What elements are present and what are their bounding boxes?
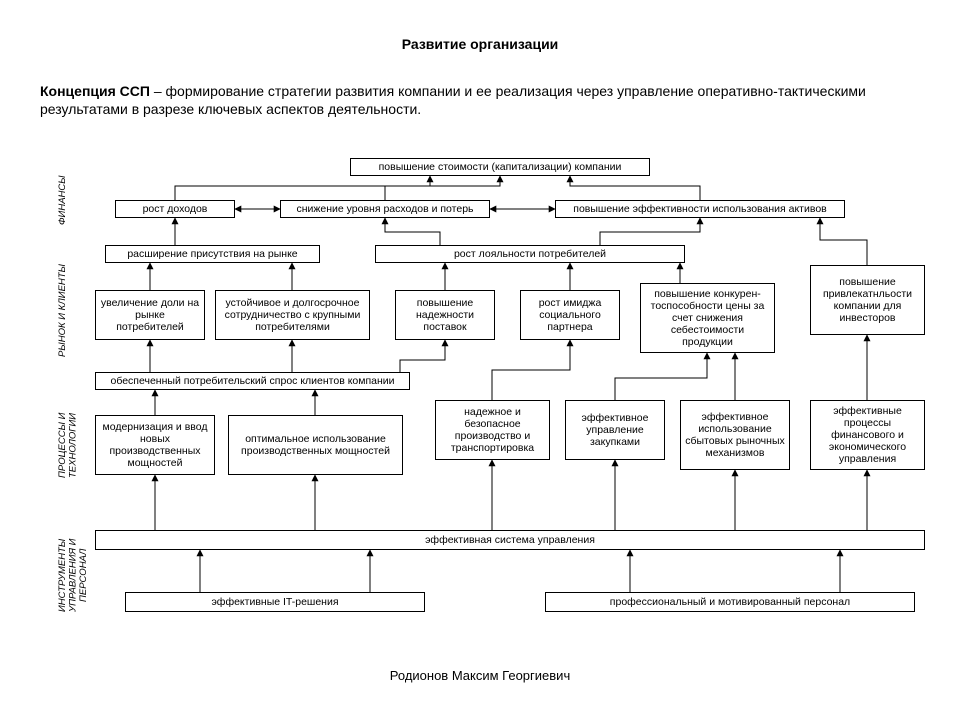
node-n_mgmt: эффективная система управления — [95, 530, 925, 550]
node-n_p4: эффективное управление закупками — [565, 400, 665, 460]
footer-text: Родионов Максим Георгиевич — [390, 668, 570, 683]
node-n_f3: повышение эффективности использования ак… — [555, 200, 845, 218]
title-text: Развитие организации — [402, 36, 559, 52]
node-n_top: повышение стоимости (капитализации) комп… — [350, 158, 650, 176]
node-n_p3: надежное и безопасное производство и тра… — [435, 400, 550, 460]
node-n_c2: устойчивое и долгосрочное сотрудничество… — [215, 290, 370, 340]
node-n_c3: повышение надежности поставок — [395, 290, 495, 340]
page-footer: Родионов Максим Георгиевич — [0, 668, 960, 683]
node-n_c4: рост имиджа социального партнера — [520, 290, 620, 340]
row-label: ПРОЦЕССЫ И ТЕХНОЛОГИИ — [58, 395, 79, 495]
subtitle-bold: Концепция ССП — [40, 83, 150, 99]
node-n_d1: обеспеченный потребительский спрос клиен… — [95, 372, 410, 390]
page-title: Развитие организации — [0, 36, 960, 52]
row-label: РЫНОК И КЛИЕНТЫ — [58, 255, 68, 365]
node-n_f2: снижение уровня расходов и потерь — [280, 200, 490, 218]
node-n_b2: профессиональный и мотивированный персон… — [545, 592, 915, 612]
node-n_m1: расширение присутствия на рынке — [105, 245, 320, 263]
node-n_p2: оптимальное использование производственн… — [228, 415, 403, 475]
node-n_b1: эффективные IT-решения — [125, 592, 425, 612]
node-n_c1: увеличение доли на рынке потребителей — [95, 290, 205, 340]
page-subtitle: Концепция ССП – формирование стратегии р… — [40, 82, 920, 118]
node-n_m2: рост лояльности потребителей — [375, 245, 685, 263]
subtitle-rest: – формирование стратегии развития компан… — [40, 83, 866, 117]
node-n_p5: эффективное использование сбытовых рыноч… — [680, 400, 790, 470]
row-label: ИНСТРУМЕНТЫ УПРАВЛЕНИЯ И ПЕРСОНАЛ — [58, 520, 89, 630]
row-label: ФИНАНСЫ — [58, 165, 68, 235]
node-n_f1: рост доходов — [115, 200, 235, 218]
node-n_p1: модернизация и ввод новых производственн… — [95, 415, 215, 475]
node-n_p6: эффективные процессы финансового и эконо… — [810, 400, 925, 470]
node-n_c6: повышение привлекатнльости компании для … — [810, 265, 925, 335]
node-n_c5: повышение конкурен-тоспособности цены за… — [640, 283, 775, 353]
